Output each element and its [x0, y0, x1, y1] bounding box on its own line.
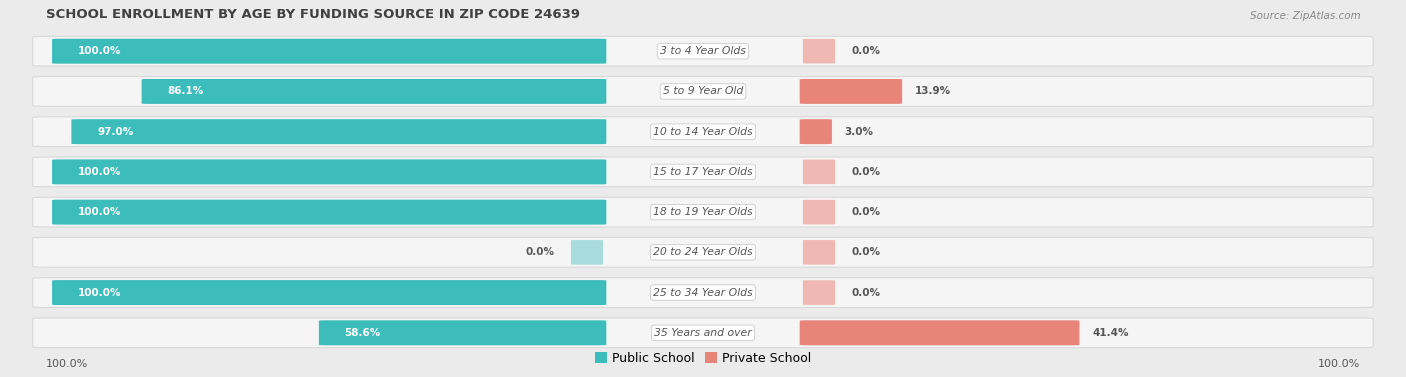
- FancyBboxPatch shape: [32, 117, 1374, 147]
- Text: 5 to 9 Year Old: 5 to 9 Year Old: [662, 86, 744, 97]
- FancyBboxPatch shape: [803, 280, 835, 305]
- Text: 35 Years and over: 35 Years and over: [654, 328, 752, 338]
- FancyBboxPatch shape: [142, 79, 606, 104]
- Text: 0.0%: 0.0%: [851, 288, 880, 297]
- FancyBboxPatch shape: [32, 36, 1374, 66]
- FancyBboxPatch shape: [32, 197, 1374, 227]
- FancyBboxPatch shape: [803, 240, 835, 265]
- FancyBboxPatch shape: [52, 39, 606, 64]
- Text: 3 to 4 Year Olds: 3 to 4 Year Olds: [659, 46, 747, 56]
- Text: SCHOOL ENROLLMENT BY AGE BY FUNDING SOURCE IN ZIP CODE 24639: SCHOOL ENROLLMENT BY AGE BY FUNDING SOUR…: [45, 8, 579, 21]
- Text: 100.0%: 100.0%: [77, 46, 121, 56]
- FancyBboxPatch shape: [32, 157, 1374, 187]
- FancyBboxPatch shape: [52, 200, 606, 225]
- Text: 100.0%: 100.0%: [77, 167, 121, 177]
- Text: 100.0%: 100.0%: [1319, 359, 1361, 369]
- Legend: Public School, Private School: Public School, Private School: [589, 347, 817, 370]
- Text: 41.4%: 41.4%: [1092, 328, 1129, 338]
- Text: 100.0%: 100.0%: [77, 288, 121, 297]
- Text: 0.0%: 0.0%: [851, 207, 880, 217]
- FancyBboxPatch shape: [319, 320, 606, 345]
- FancyBboxPatch shape: [803, 39, 835, 63]
- Text: 3.0%: 3.0%: [845, 127, 873, 136]
- FancyBboxPatch shape: [800, 79, 903, 104]
- FancyBboxPatch shape: [72, 119, 606, 144]
- FancyBboxPatch shape: [32, 238, 1374, 267]
- FancyBboxPatch shape: [800, 119, 832, 144]
- Text: 0.0%: 0.0%: [526, 247, 555, 257]
- FancyBboxPatch shape: [52, 159, 606, 184]
- FancyBboxPatch shape: [800, 320, 1080, 345]
- FancyBboxPatch shape: [32, 278, 1374, 308]
- FancyBboxPatch shape: [32, 77, 1374, 106]
- Text: 15 to 17 Year Olds: 15 to 17 Year Olds: [654, 167, 752, 177]
- Text: 20 to 24 Year Olds: 20 to 24 Year Olds: [654, 247, 752, 257]
- FancyBboxPatch shape: [803, 159, 835, 184]
- Text: 86.1%: 86.1%: [167, 86, 204, 97]
- Text: 0.0%: 0.0%: [851, 167, 880, 177]
- Text: Source: ZipAtlas.com: Source: ZipAtlas.com: [1250, 11, 1361, 21]
- FancyBboxPatch shape: [32, 318, 1374, 348]
- Text: 10 to 14 Year Olds: 10 to 14 Year Olds: [654, 127, 752, 136]
- Text: 58.6%: 58.6%: [344, 328, 381, 338]
- Text: 100.0%: 100.0%: [77, 207, 121, 217]
- Text: 25 to 34 Year Olds: 25 to 34 Year Olds: [654, 288, 752, 297]
- Text: 0.0%: 0.0%: [851, 46, 880, 56]
- Text: 100.0%: 100.0%: [45, 359, 87, 369]
- Text: 13.9%: 13.9%: [915, 86, 952, 97]
- FancyBboxPatch shape: [52, 280, 606, 305]
- FancyBboxPatch shape: [803, 200, 835, 224]
- Text: 97.0%: 97.0%: [97, 127, 134, 136]
- FancyBboxPatch shape: [571, 240, 603, 265]
- Text: 18 to 19 Year Olds: 18 to 19 Year Olds: [654, 207, 752, 217]
- Text: 0.0%: 0.0%: [851, 247, 880, 257]
